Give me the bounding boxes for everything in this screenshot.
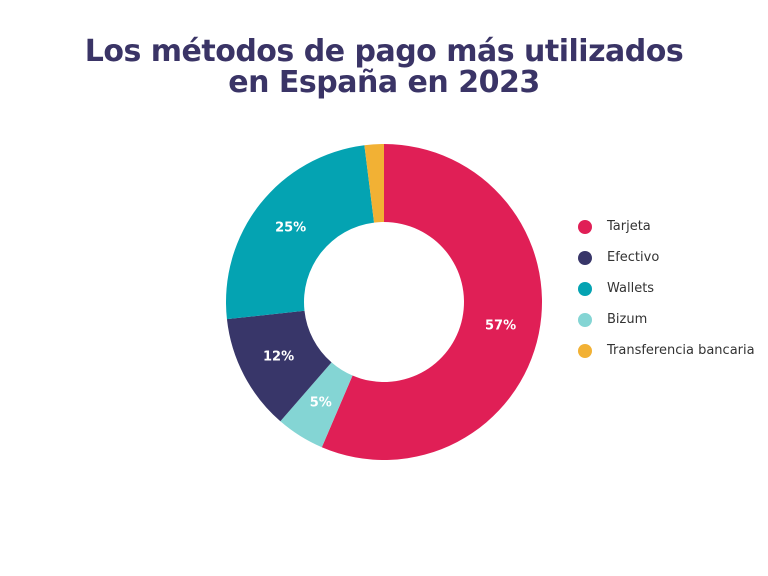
legend-label: Wallets — [607, 281, 655, 296]
legend-swatch — [578, 313, 592, 327]
slice-label-bizum: 5% — [310, 395, 332, 410]
slice-tarjeta — [321, 144, 543, 461]
slice-wallets — [226, 145, 375, 320]
legend-item-efectivo: Efectivo — [578, 249, 768, 280]
slice-bizum — [280, 362, 353, 448]
slice-transferencia-bancaria — [364, 144, 384, 223]
legend-item-bizum: Bizum — [578, 311, 768, 342]
legend-item-wallets: Wallets — [578, 280, 768, 311]
legend-swatch — [578, 282, 592, 296]
slice-labels: 57% 5% 12% 25% — [263, 221, 516, 411]
legend-label: Bizum — [607, 312, 648, 327]
legend-swatch — [578, 344, 592, 358]
chart-title: Los métodos de pago más utilizados en Es… — [84, 34, 684, 100]
slice-label-efectivo: 12% — [263, 350, 294, 365]
donut-slices — [226, 144, 543, 461]
legend-swatch — [578, 220, 592, 234]
legend-label: Efectivo — [607, 250, 660, 265]
slice-label-wallets: 25% — [275, 221, 306, 236]
legend-swatch — [578, 251, 592, 265]
legend-item-transferencia-bancaria: Transferencia bancaria — [578, 342, 768, 373]
slice-efectivo — [226, 310, 332, 422]
chart-legend: Tarjeta Efectivo Wallets Bizum Transferencia… — [578, 218, 768, 373]
legend-item-tarjeta: Tarjeta — [578, 218, 768, 249]
legend-label: Transferencia bancaria — [607, 343, 755, 358]
legend-label: Tarjeta — [607, 219, 651, 234]
slice-label-tarjeta: 57% — [485, 318, 516, 333]
